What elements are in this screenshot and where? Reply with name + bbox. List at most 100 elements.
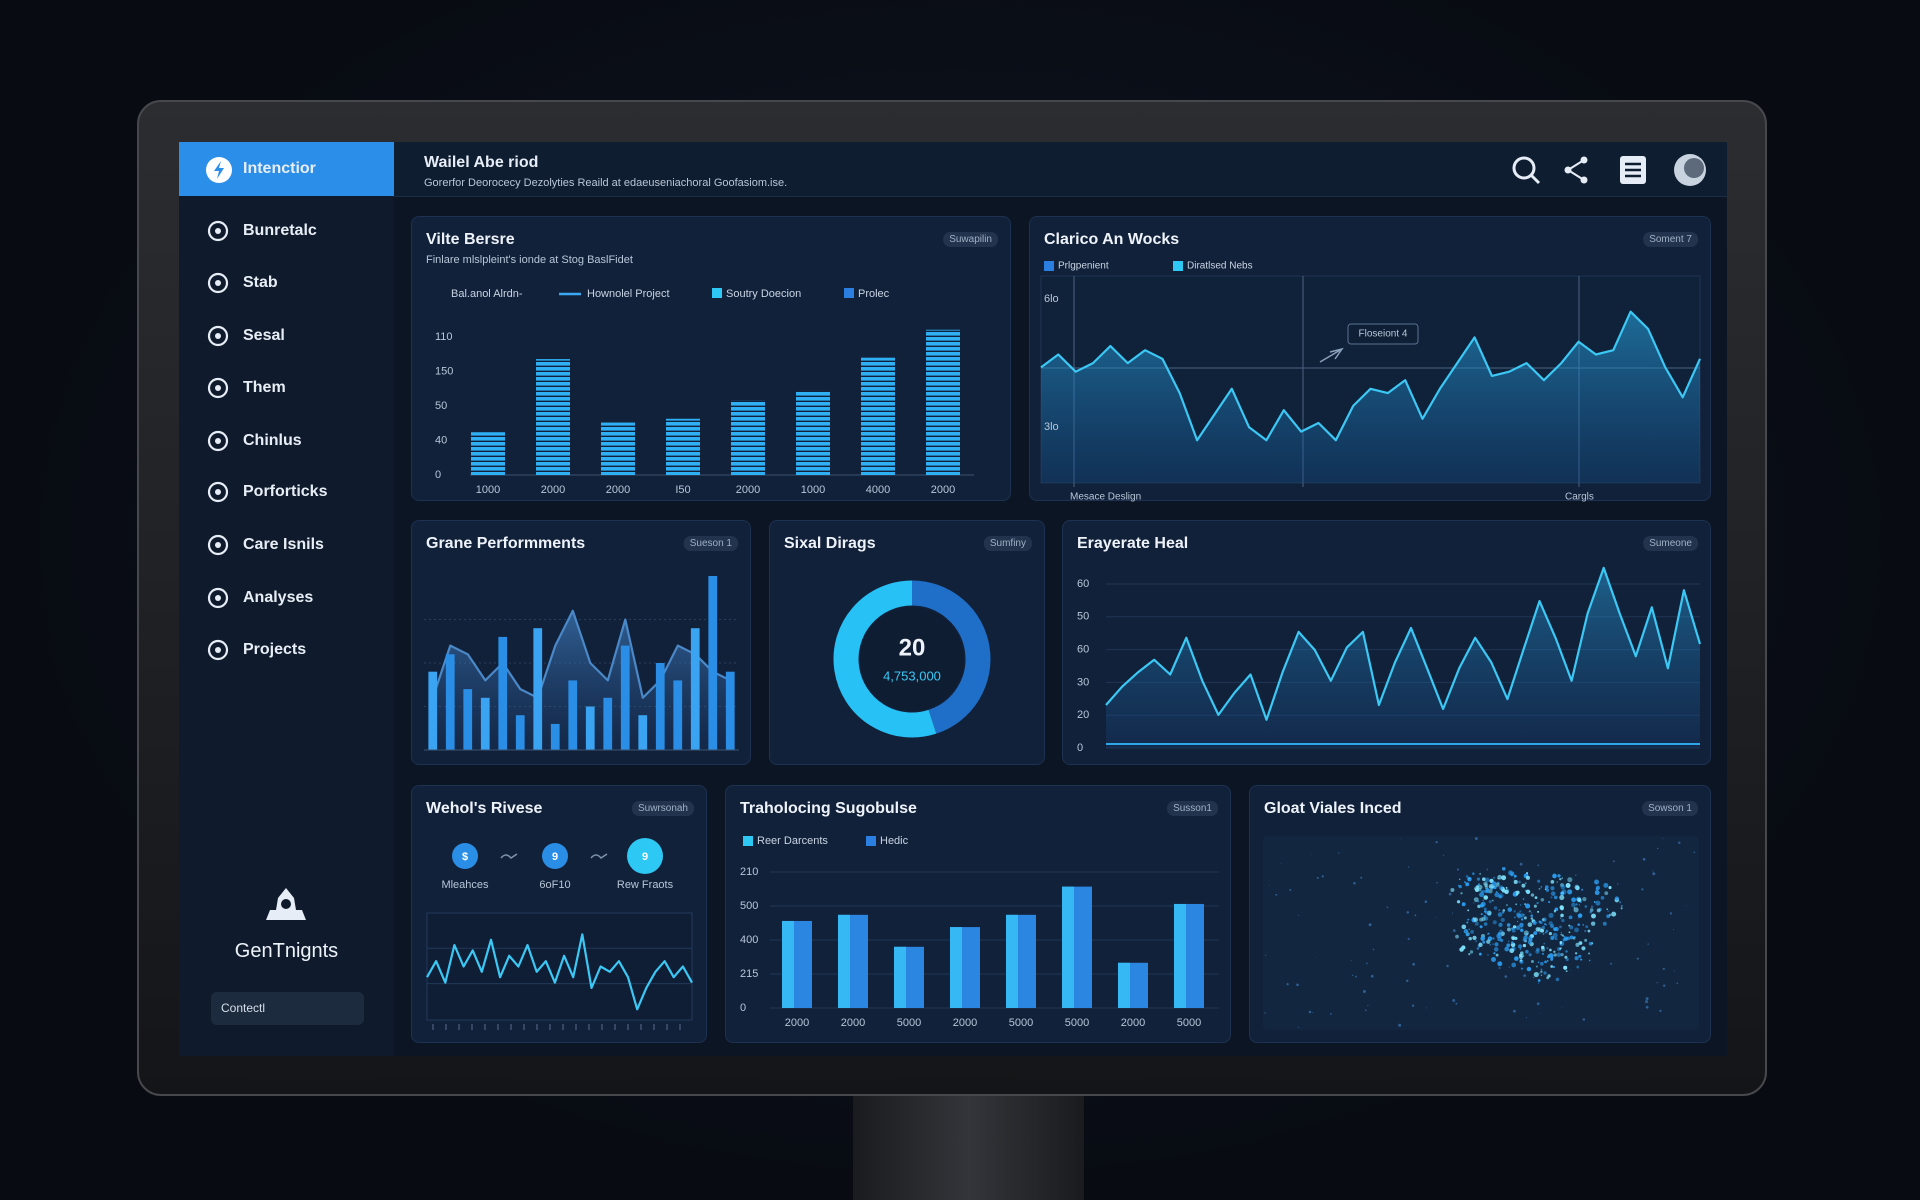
particle xyxy=(1501,889,1506,893)
star xyxy=(1353,881,1356,885)
sidebar-item[interactable]: Porforticks xyxy=(179,478,394,506)
particle xyxy=(1582,897,1587,902)
particle xyxy=(1513,874,1517,878)
particle xyxy=(1516,912,1521,917)
bar xyxy=(463,689,473,750)
star xyxy=(1414,914,1417,917)
particle xyxy=(1550,880,1555,884)
particle xyxy=(1588,952,1591,955)
sidebar-item[interactable]: Projects xyxy=(179,636,394,664)
particle xyxy=(1549,923,1555,929)
bar-highlight xyxy=(1118,962,1130,1008)
particle xyxy=(1501,911,1505,914)
y-tick-label: 0 xyxy=(740,1002,746,1014)
bar xyxy=(690,628,700,750)
x-tick-label: 5000 xyxy=(1065,1017,1089,1029)
particle xyxy=(1584,905,1588,908)
particle xyxy=(1514,936,1518,940)
particle xyxy=(1526,966,1532,972)
legend-label: Prlgpenient xyxy=(1058,261,1109,272)
particle xyxy=(1550,965,1554,968)
particle xyxy=(1481,916,1486,922)
star xyxy=(1678,841,1681,845)
particle xyxy=(1530,917,1534,920)
particle xyxy=(1484,910,1487,913)
particle xyxy=(1465,875,1469,878)
particle xyxy=(1544,885,1549,889)
item-label: Porforticks xyxy=(243,483,328,500)
star xyxy=(1366,962,1368,965)
star xyxy=(1652,872,1656,876)
particle xyxy=(1602,921,1607,926)
star xyxy=(1636,957,1639,960)
sidebar-active-item[interactable]: Intenctior xyxy=(179,142,394,196)
particle xyxy=(1486,889,1490,894)
star xyxy=(1435,840,1438,844)
step-circle xyxy=(452,843,478,869)
particle xyxy=(1460,892,1463,895)
particle xyxy=(1540,974,1543,976)
contact-button[interactable]: Contectl xyxy=(211,992,364,1025)
particle xyxy=(1483,907,1487,911)
star xyxy=(1619,901,1622,904)
particle xyxy=(1565,883,1571,888)
icon-dot xyxy=(215,438,221,444)
particle xyxy=(1527,940,1532,945)
legend-swatch xyxy=(743,836,753,846)
particle xyxy=(1525,875,1530,880)
particle xyxy=(1519,948,1522,950)
header-title: Wailel Abe riod xyxy=(424,154,539,171)
particle xyxy=(1528,910,1531,913)
share-icon[interactable] xyxy=(1564,156,1588,184)
particle xyxy=(1492,937,1495,940)
panel: Wehol's Rivese Suwrsonah $ Mleahces 9 6oF10 9 R… xyxy=(411,785,707,1043)
particle xyxy=(1573,907,1579,913)
sidebar-item[interactable]: Stab xyxy=(179,269,394,297)
particle xyxy=(1575,903,1578,906)
particle xyxy=(1487,954,1489,956)
sidebar-item[interactable]: Analyses xyxy=(179,584,394,612)
avatar[interactable] xyxy=(1674,154,1706,186)
logo-dot xyxy=(281,899,291,909)
panel-canvas: Gloat Viales Inced Sowson 1 xyxy=(1263,800,1699,1030)
star xyxy=(1446,964,1449,968)
star xyxy=(1311,853,1313,855)
star xyxy=(1426,1007,1427,1009)
particle xyxy=(1513,956,1519,961)
particle xyxy=(1518,953,1523,958)
particle xyxy=(1539,961,1544,966)
particle xyxy=(1565,950,1568,953)
sidebar-item[interactable]: Chinlus xyxy=(179,427,394,455)
icon-ring xyxy=(207,325,229,347)
icon-ring xyxy=(207,534,229,556)
center-label: 4,753,000 xyxy=(883,668,941,683)
particle xyxy=(1511,962,1517,968)
particle xyxy=(1466,921,1469,924)
particle xyxy=(1532,920,1537,925)
star xyxy=(1617,883,1619,885)
particle xyxy=(1513,879,1518,885)
particle xyxy=(1574,952,1578,955)
star xyxy=(1513,1009,1516,1013)
sidebar-item[interactable]: Sesal xyxy=(179,322,394,350)
bar xyxy=(731,400,765,475)
sidebar-item[interactable]: Them xyxy=(179,374,394,402)
x-tick-label: 2000 xyxy=(841,1017,865,1029)
particle xyxy=(1559,895,1565,901)
particle xyxy=(1505,904,1508,907)
sidebar-item[interactable]: Bunretalc xyxy=(179,217,394,245)
particle xyxy=(1476,877,1481,881)
star xyxy=(1662,967,1665,970)
legend-label: Prolec xyxy=(858,288,890,300)
particle xyxy=(1574,927,1579,933)
particle xyxy=(1576,965,1580,969)
menu-icon[interactable] xyxy=(1620,156,1646,184)
particle xyxy=(1498,922,1503,928)
item-label: Them xyxy=(243,379,286,396)
step-label: 6oF10 xyxy=(539,879,570,891)
particle xyxy=(1546,976,1550,980)
sidebar-item[interactable]: Care Isnils xyxy=(179,531,394,559)
header-subtitle: Gorerfor Deorocecy Dezolyties Reaild at … xyxy=(424,177,788,189)
search-icon[interactable] xyxy=(1512,156,1541,185)
star xyxy=(1656,981,1658,984)
